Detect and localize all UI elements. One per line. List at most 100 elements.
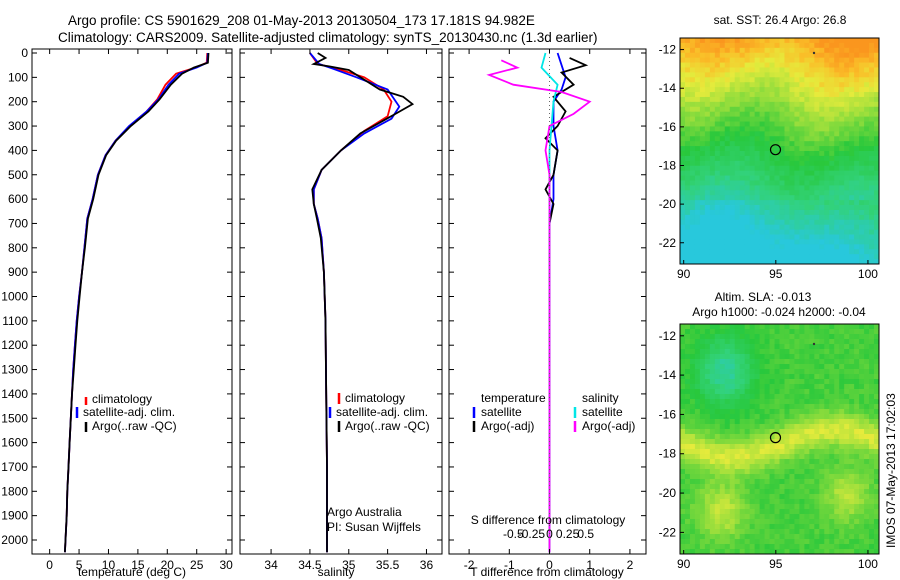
sst-cell [804,151,810,157]
sst-cell [729,160,736,167]
sla-cell [789,364,795,370]
sst-cell [754,180,761,186]
sla-cell [734,359,741,365]
sst-cell [854,141,860,147]
sst-cell [739,131,746,137]
sla-cell [784,499,790,505]
sla-cell [804,519,810,525]
sst-cell [784,141,790,147]
sla-cell [859,434,865,440]
sst-cell [680,141,686,147]
sla-cell [684,369,691,375]
sla-cell [704,504,711,510]
sst-cell [774,72,780,78]
sst-cell [844,224,850,231]
sst-cell [759,249,765,255]
sst-cell [684,72,691,78]
sla-cell [784,334,790,340]
sst-cell [824,52,830,59]
sla-cell [804,469,810,475]
sla-cell [809,359,815,365]
sst-cell [779,87,785,93]
sst-cell [839,62,845,68]
sla-cell [764,459,770,465]
sst-cell [874,116,880,122]
sst-cell [744,175,751,181]
sla-cell [844,389,850,395]
sst-cell [759,146,765,152]
sst-cell [819,219,825,226]
sst-cell [824,146,830,152]
sst-cell [744,180,751,186]
sla-cell [774,474,780,480]
sst-cell [729,185,736,191]
sla-cell [829,549,835,555]
sst-cell [729,121,736,127]
sst-cell [689,155,696,162]
sla-cell [799,449,805,455]
sla-cell [844,529,850,535]
sla-cell [680,384,686,390]
sla-cell [809,409,815,415]
sla-cell [824,539,830,545]
sla-cell [864,394,870,400]
sst-cell [864,131,870,137]
temperature-ytick-label: 200 [8,95,28,109]
sst-cell [759,67,765,73]
sla-cell [699,524,706,530]
sst-cell [699,200,706,206]
sla-cell [799,389,805,395]
sst-cell [689,96,696,103]
sla-cell [719,534,726,540]
sla-cell [734,534,741,540]
sst-cell [814,219,820,226]
sla-cell [809,399,815,405]
sla-cell [854,374,860,380]
sla-cell [704,334,711,340]
sla-cell [774,334,780,340]
sla-cell [764,499,770,505]
sst-cell [799,87,805,93]
sla-cell [719,379,726,385]
sst-cell [819,106,825,113]
sla-cell [824,364,830,370]
sla-cell [754,459,761,465]
sla-cell [704,389,711,395]
sst-cell [714,234,721,240]
sst-cell [849,52,855,59]
sla-cell [734,329,741,335]
sst-cell [704,209,711,216]
sla-cell [714,384,721,390]
sst-cell [814,244,820,250]
sla-cell [680,359,686,365]
sla-cell [709,409,716,415]
sst-cell [734,121,741,127]
sla-cell [714,519,721,525]
sla-cell [864,439,870,445]
sst-cell [819,185,825,191]
sst-cell [839,52,845,59]
sst-cell [764,165,770,172]
sst-cell [734,92,741,98]
sst-cell [849,219,855,226]
sst-cell [839,116,845,122]
sla-cell [699,474,706,480]
sst-cell [724,141,731,147]
sla-cell [689,364,696,370]
sla-cell [744,404,751,410]
sla-cell [774,484,780,490]
sst-cell [749,170,756,176]
sla-cell [719,464,726,470]
sst-cell [744,200,751,206]
sla-cell [749,379,756,385]
sst-cell [849,259,855,265]
sla-cell [779,354,785,360]
sla-cell [809,539,815,545]
sst-cell [809,101,815,108]
sla-cell [719,394,726,400]
sla-cell [739,409,746,415]
sst-cell [779,57,785,63]
sla-cell [869,539,875,545]
sst-cell [714,111,721,118]
sla-cell [794,454,800,460]
